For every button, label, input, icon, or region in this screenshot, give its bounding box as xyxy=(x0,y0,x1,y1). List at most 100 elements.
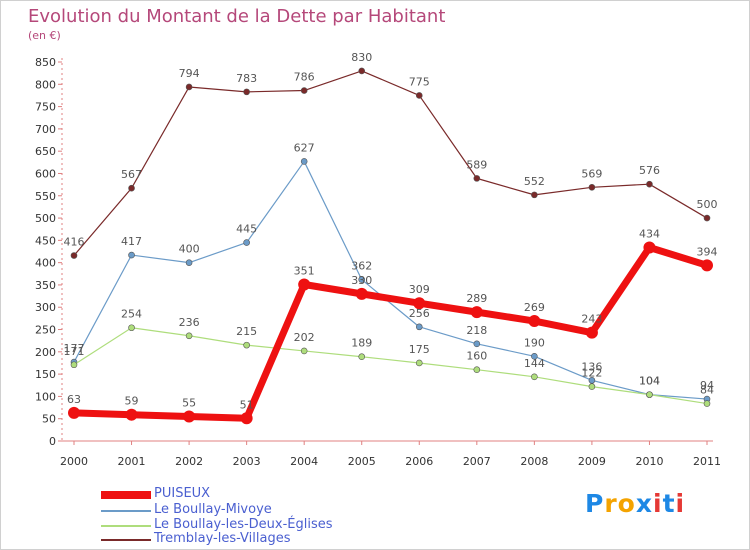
proxiti-logo: Proxiti xyxy=(585,489,685,518)
y-tick-label: 450 xyxy=(35,234,56,247)
logo-letter: o xyxy=(617,489,636,518)
y-tick-label: 550 xyxy=(35,190,56,203)
data-label: 160 xyxy=(466,350,487,363)
data-point xyxy=(470,306,483,319)
data-label: 94 xyxy=(700,379,714,392)
logo-letter: i xyxy=(653,489,663,518)
y-tick-label: 200 xyxy=(35,346,56,359)
data-point xyxy=(243,239,250,246)
y-tick-label: 300 xyxy=(35,301,56,314)
data-label: 254 xyxy=(121,308,142,321)
y-tick-label: 500 xyxy=(35,212,56,225)
logo-letter: t xyxy=(662,489,676,518)
data-label: 144 xyxy=(524,357,545,370)
legend-label-le-boullay-les-deux-eglises: Le Boullay-les-Deux-Églises xyxy=(154,517,333,532)
data-label: 256 xyxy=(409,307,430,320)
data-point xyxy=(473,366,481,373)
data-point xyxy=(358,67,366,75)
data-label: 589 xyxy=(466,158,487,171)
data-label: 243 xyxy=(581,313,602,326)
x-tick-label: 2001 xyxy=(118,455,146,468)
data-point xyxy=(300,158,308,165)
data-point xyxy=(300,347,308,355)
data-label: 55 xyxy=(182,396,196,409)
legend-label-tremblay-les-villages: Tremblay-les-Villages xyxy=(154,531,291,546)
data-label: 362 xyxy=(351,260,372,273)
data-point xyxy=(183,410,196,423)
data-label: 136 xyxy=(581,360,602,373)
y-tick-label: 100 xyxy=(35,390,56,403)
data-label: 627 xyxy=(294,141,315,154)
logo-letter: P xyxy=(585,489,605,518)
x-tick-label: 2006 xyxy=(405,455,433,468)
data-label: 786 xyxy=(294,71,315,84)
logo-letter: r xyxy=(604,489,618,518)
y-tick-label: 400 xyxy=(35,257,56,270)
x-tick-label: 2007 xyxy=(463,455,491,468)
data-point xyxy=(298,278,311,291)
y-tick-label: 750 xyxy=(35,101,56,114)
data-label: 400 xyxy=(179,243,200,256)
data-label: 177 xyxy=(64,342,85,355)
legend-swatch-tremblay-les-villages xyxy=(101,539,151,541)
data-point xyxy=(646,391,653,398)
x-tick-label: 2002 xyxy=(175,455,203,468)
y-tick-label: 50 xyxy=(42,413,56,426)
legend-swatch-puiseux xyxy=(101,491,151,499)
data-label: 171 xyxy=(64,345,85,358)
data-point xyxy=(358,276,366,283)
data-point xyxy=(243,341,250,349)
logo-letter: x xyxy=(635,489,653,518)
y-tick-label: 350 xyxy=(35,279,56,292)
x-tick-label: 2000 xyxy=(60,455,88,468)
data-label: 445 xyxy=(236,223,257,236)
series-line xyxy=(70,243,711,422)
data-label: 775 xyxy=(409,75,430,88)
chart-subtitle: (en €) xyxy=(28,29,61,42)
data-label: 576 xyxy=(639,164,660,177)
data-label: 309 xyxy=(409,283,430,296)
data-label: 51 xyxy=(240,398,254,411)
y-tick-label: 0 xyxy=(49,435,56,448)
data-label: 84 xyxy=(700,384,714,397)
data-label: 567 xyxy=(121,168,142,181)
data-point xyxy=(531,352,538,360)
data-point xyxy=(415,92,423,99)
data-point xyxy=(646,180,653,188)
data-label: 416 xyxy=(64,236,85,249)
data-point xyxy=(185,83,193,91)
data-point xyxy=(585,326,598,339)
data-point xyxy=(473,340,481,348)
data-point xyxy=(125,408,138,421)
chart-title: Evolution du Montant de la Dette par Hab… xyxy=(28,6,446,27)
data-label: 330 xyxy=(351,274,372,287)
data-point xyxy=(70,252,78,259)
data-point xyxy=(531,191,538,199)
series-line xyxy=(73,327,708,405)
data-label: 175 xyxy=(409,343,430,356)
data-point xyxy=(355,287,368,300)
x-tick-label: 2011 xyxy=(693,455,721,468)
x-tick-label: 2009 xyxy=(578,455,606,468)
y-tick-label: 850 xyxy=(35,56,56,69)
data-point xyxy=(531,373,538,381)
y-tick-label: 600 xyxy=(35,167,56,180)
y-tick-label: 700 xyxy=(35,123,56,136)
data-point xyxy=(413,297,426,310)
data-point xyxy=(643,241,656,254)
data-label: 218 xyxy=(466,324,487,337)
data-point xyxy=(68,406,80,419)
data-label: 189 xyxy=(351,337,372,350)
data-point xyxy=(701,259,713,272)
y-tick-label: 150 xyxy=(35,368,56,381)
data-point xyxy=(300,87,308,94)
legend-swatch-le-boullay-mivoye xyxy=(101,510,151,512)
y-tick-label: 250 xyxy=(35,324,56,337)
data-label: 830 xyxy=(351,51,372,64)
logo-letter: i xyxy=(675,489,686,518)
data-label: 202 xyxy=(294,331,315,344)
data-label: 122 xyxy=(581,367,602,380)
data-point xyxy=(185,259,193,266)
y-tick-label: 800 xyxy=(35,78,56,91)
data-point xyxy=(588,183,596,191)
